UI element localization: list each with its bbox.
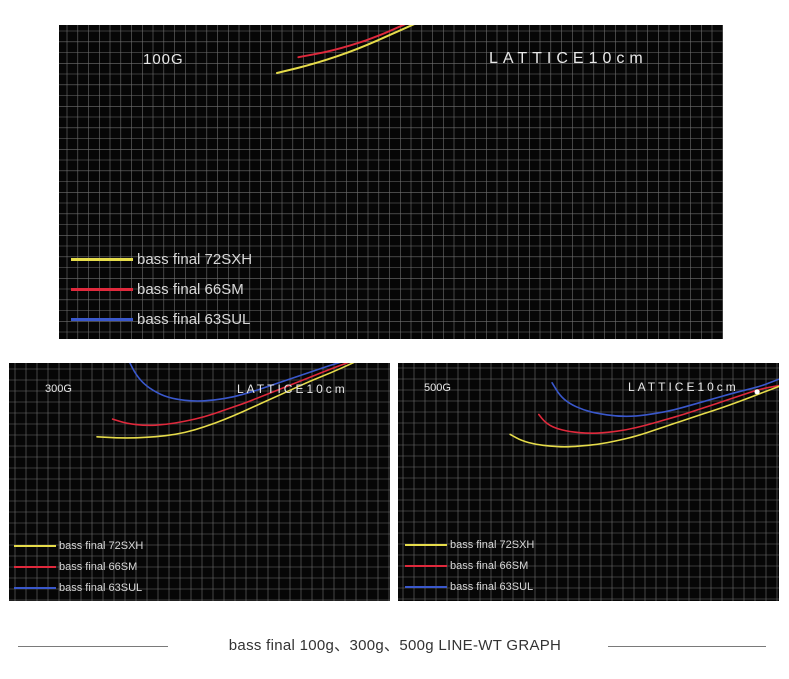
legend-item-66sm: bass final 66SM — [71, 281, 244, 298]
legend-item-63sul: bass final 63SUL — [405, 581, 533, 593]
legend-item-72sxh: bass final 72SXH — [405, 539, 534, 551]
chart-panel-100g: 100G LATTICE10cm bass final 72SXH bass f… — [59, 25, 723, 339]
chart-panel-500g: 500G LATTICE10cm bass final 72SXH bass f… — [398, 363, 779, 601]
legend-swatch-yellow — [71, 258, 133, 261]
legend-label: bass final 63SUL — [137, 311, 251, 328]
series-line-66sm — [538, 384, 779, 435]
series-line-72sxh — [96, 363, 355, 439]
figure-caption: bass final 100g、300g、500g LINE-WT GRAPH — [228, 637, 562, 654]
caption-rule-left — [18, 646, 168, 647]
legend-label: bass final 72SXH — [137, 251, 253, 268]
weight-label: 500G — [424, 382, 451, 394]
legend-label: bass final 63SUL — [59, 582, 143, 594]
legend-swatch-blue — [14, 587, 56, 589]
legend-label: bass final 66SM — [137, 281, 244, 298]
legend-item-66sm: bass final 66SM — [405, 560, 528, 572]
lattice-label: LATTICE10cm — [628, 380, 739, 394]
legend-label: bass final 66SM — [450, 560, 529, 572]
legend-label: bass final 63SUL — [450, 581, 534, 593]
series-line-72sxh — [509, 385, 779, 448]
chart-plot-300g — [9, 363, 390, 601]
lattice-label: LATTICE10cm — [237, 382, 348, 396]
legend-swatch-yellow — [14, 545, 56, 547]
legend-item-72sxh: bass final 72SXH — [14, 540, 143, 552]
legend-item-63sul: bass final 63SUL — [71, 311, 250, 328]
legend-swatch-red — [71, 288, 133, 291]
chart-panel-300g: 300G LATTICE10cm bass final 72SXH bass f… — [9, 363, 390, 601]
legend-label: bass final 72SXH — [450, 539, 535, 551]
series-line-72sxh — [276, 25, 415, 74]
grid — [9, 363, 390, 601]
chart-plot-100g — [59, 25, 723, 339]
series-line-66sm — [297, 25, 406, 59]
legend-swatch-blue — [405, 586, 447, 588]
weight-label: 300G — [45, 383, 72, 395]
legend-item-63sul: bass final 63SUL — [14, 582, 142, 594]
series-line-63sul — [129, 363, 341, 402]
grid — [59, 25, 723, 339]
legend-swatch-blue — [71, 318, 133, 321]
legend-label: bass final 66SM — [59, 561, 138, 573]
legend-swatch-yellow — [405, 544, 447, 546]
lattice-label: LATTICE10cm — [489, 50, 648, 67]
legend-label: bass final 72SXH — [59, 540, 144, 552]
caption-rule-right — [608, 646, 766, 647]
legend-item-66sm: bass final 66SM — [14, 561, 137, 573]
legend-swatch-red — [14, 566, 56, 568]
rod-tip-marker — [754, 389, 760, 395]
series-line-66sm — [111, 363, 350, 427]
chart-plot-500g — [398, 363, 779, 601]
legend-swatch-red — [405, 565, 447, 567]
legend-item-72sxh: bass final 72SXH — [71, 251, 252, 268]
weight-label: 100G — [143, 51, 184, 68]
series-line-63sul — [551, 378, 779, 418]
grid — [398, 363, 779, 601]
